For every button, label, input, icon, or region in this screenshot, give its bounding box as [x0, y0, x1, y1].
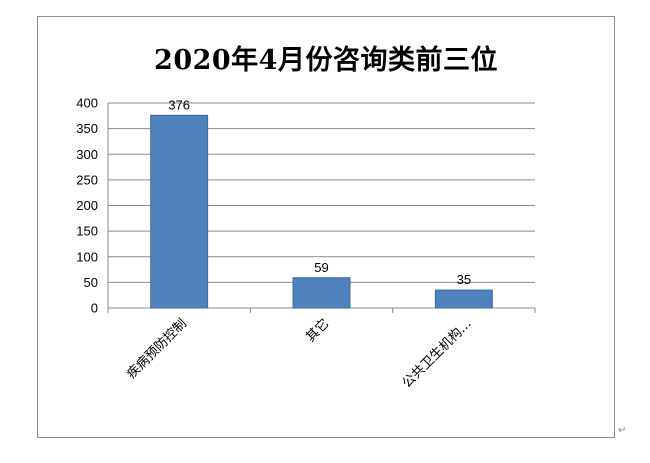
paragraph-mark-icon: ↵ — [618, 425, 627, 436]
y-tick-label: 300 — [76, 147, 98, 162]
chart-title: 2020年4月份咨询类前三位 — [154, 45, 498, 76]
bar — [292, 277, 351, 309]
y-tick-label: 100 — [76, 249, 98, 264]
y-tick-label: 0 — [91, 301, 98, 316]
y-tick-label: 200 — [76, 198, 98, 213]
y-tick-label: 350 — [76, 121, 98, 136]
data-label: 376 — [168, 97, 190, 112]
x-category-label: 其它 — [303, 316, 333, 346]
y-tick-label: 250 — [76, 172, 98, 187]
bar — [434, 289, 493, 309]
data-label: 35 — [457, 272, 471, 287]
bar-layer — [150, 114, 493, 309]
y-tick-label: 150 — [76, 224, 98, 239]
y-tick-label: 400 — [76, 96, 98, 111]
chart-frame — [37, 16, 615, 438]
data-label: 59 — [314, 260, 328, 275]
x-category-label: 疾病预防控制 — [124, 316, 190, 382]
y-tick-label: 50 — [84, 275, 98, 290]
x-category-label: 公共卫生机构… — [400, 316, 475, 391]
bar — [150, 114, 209, 309]
